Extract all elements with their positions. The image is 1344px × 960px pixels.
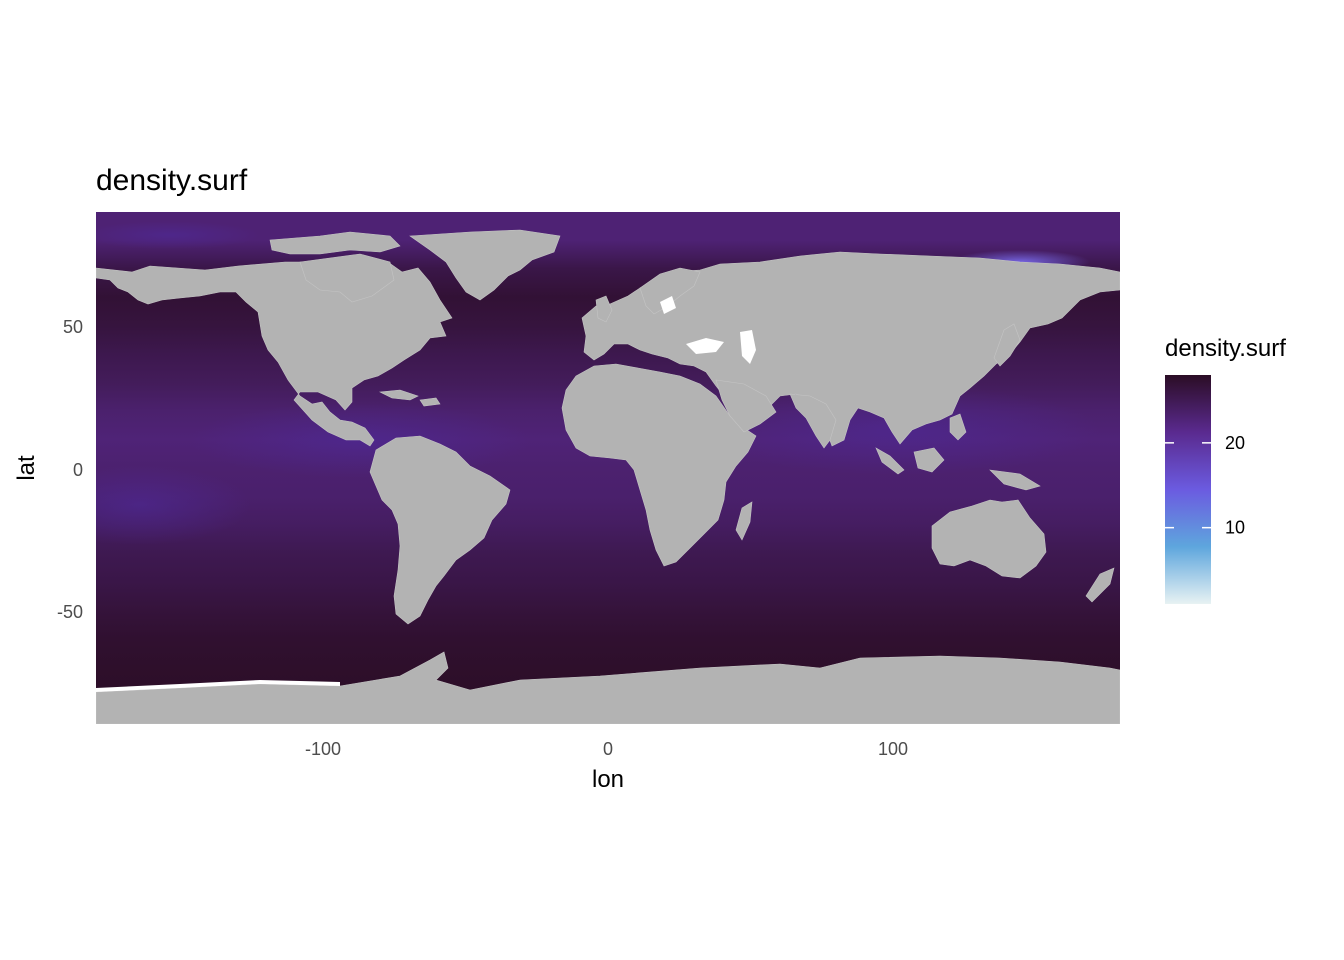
land-borneo [913,447,945,473]
legend-title: density.surf [1165,335,1286,362]
land-north-america [96,255,453,447]
y-axis: 50 0 -50 lat [13,317,83,622]
baltic-sea [660,296,676,314]
legend-colorbar [1165,375,1211,604]
land-hispaniola [419,397,441,407]
chart-title: density.surf [96,164,248,197]
arctic-band-glow [96,221,260,249]
land-mask [96,229,1120,724]
legend-ticks: 10 20 [1165,433,1245,538]
land-greenland [409,229,561,301]
land-antarctica [96,651,1120,724]
legend-tick-label: 20 [1225,433,1245,453]
land-arctic-islands [269,231,401,255]
land-hudson-region [299,253,395,303]
y-axis-title: lat [13,455,40,481]
land-philippines [949,413,967,441]
x-axis-title: lon [592,766,624,793]
land-india [789,393,837,449]
equatorial-band-glow [96,465,250,545]
land-eurasia [581,251,1120,447]
land-japan [993,323,1021,367]
x-tick-label: 0 [603,739,613,759]
land-south-america [369,435,511,625]
land-sumatra [875,447,905,475]
legend-tick-label: 10 [1225,518,1245,538]
x-tick-label: -100 [305,739,341,759]
y-tick-label: -50 [57,602,83,622]
colorbar-legend: density.surf 10 20 [1165,335,1286,604]
land-new-guinea [989,469,1041,491]
land-great-britain [595,295,613,323]
black-sea [686,338,724,354]
land-madagascar [735,501,753,541]
land-cuba [378,389,419,401]
x-axis: -100 0 100 lon [305,739,908,793]
y-tick-label: 0 [73,460,83,480]
land-arabia [715,379,777,433]
land-australia [931,499,1047,579]
inland-seas [96,296,756,692]
land-new-zealand [1085,567,1115,603]
x-tick-label: 100 [878,739,908,759]
y-tick-label: 50 [63,317,83,337]
antarctic-ice-shelf-gap [96,680,340,692]
land-africa [561,363,757,567]
map-panel [96,212,1120,724]
land-scandinavia [639,267,701,315]
caspian-sea [740,330,756,364]
